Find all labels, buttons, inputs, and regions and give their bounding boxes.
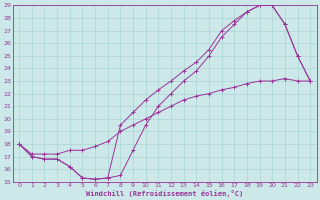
X-axis label: Windchill (Refroidissement éolien,°C): Windchill (Refroidissement éolien,°C) — [86, 190, 243, 197]
